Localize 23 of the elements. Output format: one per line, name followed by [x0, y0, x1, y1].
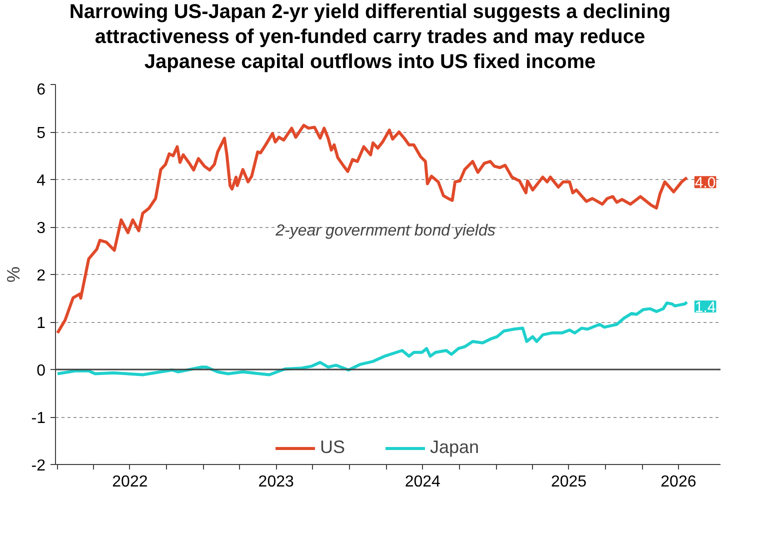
legend-label: Japan	[430, 437, 480, 458]
y-tick-label: -1	[31, 410, 46, 427]
y-tick-label: 2	[36, 268, 46, 284]
x-tick-label: 2026	[660, 474, 696, 490]
line-series	[56, 124, 688, 334]
x-tick-label: 2022	[112, 474, 148, 490]
x-tick-label: 2024	[404, 474, 441, 490]
data-label: 1.4	[694, 299, 716, 316]
y-tick-label: 4	[36, 172, 46, 190]
y-axis-title: %	[3, 266, 24, 282]
x-tick-label: 2025	[550, 474, 587, 490]
y-tick-label: 3	[36, 220, 46, 237]
annotation: 2-year government bond yields	[274, 222, 496, 240]
chart-title: Narrowing US-Japan 2-yr yield differential suggests a declining attractiveness of yen-funded carry trades and may reduce Japanese capital outflows into US fixed income	[69, 0, 671, 75]
data-label: 4.0	[694, 174, 716, 192]
y-tick-label: 1	[36, 315, 46, 332]
y-tick-label: 6	[36, 82, 46, 98]
y-tick-label: 5	[36, 125, 46, 142]
y-tick-label: -2	[31, 458, 46, 474]
legend-label: US	[320, 437, 346, 458]
x-tick-label: 2023	[258, 474, 294, 490]
y-tick-label: 0	[36, 362, 46, 380]
line-series	[56, 300, 688, 376]
